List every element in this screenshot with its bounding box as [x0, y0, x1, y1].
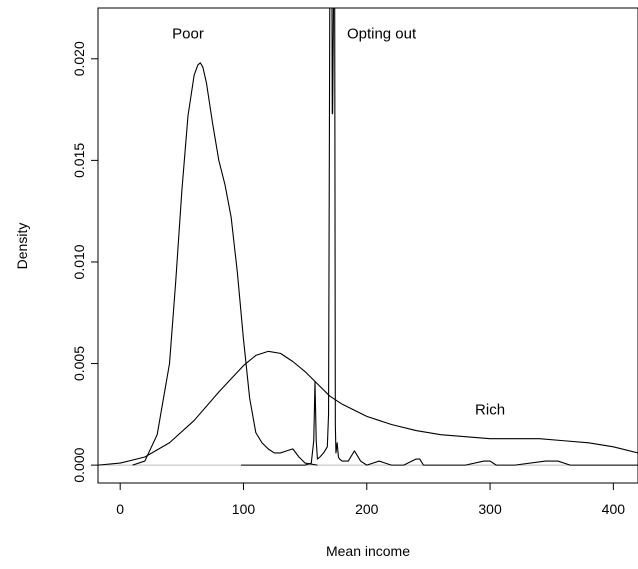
density-curve-3	[241, 7, 638, 466]
y-axis-title: Density	[14, 223, 30, 270]
x-tick-label: 300	[478, 501, 502, 517]
density-curve-2	[97, 350, 638, 466]
density-curves	[97, 7, 638, 466]
x-tick-label: 400	[602, 501, 626, 517]
annotations: Poor Opting out Rich	[172, 25, 505, 418]
annotation-label: Rich	[475, 401, 505, 418]
y-tick-label: 0.005	[71, 346, 87, 381]
y-tick-label: 0.010	[71, 244, 87, 279]
plot-frame	[97, 7, 638, 484]
x-tick-label: 0	[116, 501, 124, 517]
x-axis: 0 100 200 300 400	[116, 482, 626, 517]
y-tick-label: 0.015	[71, 143, 87, 178]
y-axis: 0.000 0.005 0.010 0.015 0.020	[71, 41, 99, 483]
x-tick-label: 100	[232, 501, 256, 517]
density-curve-1	[132, 62, 318, 466]
x-axis-title: Mean income	[326, 543, 410, 559]
annotation-label: Poor	[172, 25, 204, 42]
y-tick-label: 0.020	[71, 41, 87, 76]
y-tick-label: 0.000	[71, 447, 87, 482]
x-tick-label: 200	[355, 501, 379, 517]
annotation-label: Opting out	[347, 25, 417, 42]
